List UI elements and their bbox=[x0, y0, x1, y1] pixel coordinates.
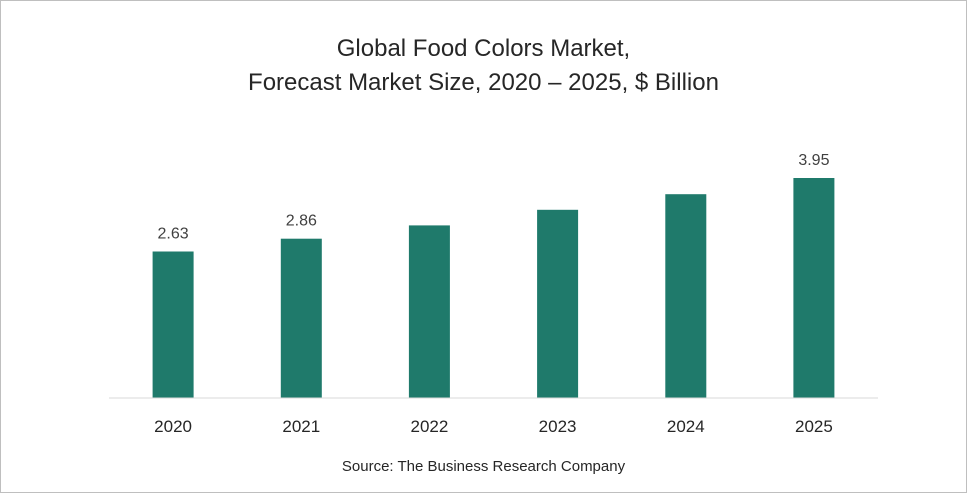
bar-2024 bbox=[665, 194, 707, 398]
bar-2025 bbox=[793, 178, 835, 398]
source-note: Source: The Business Research Company bbox=[341, 458, 626, 475]
chart-title-line-1: Global Food Colors Market, bbox=[336, 35, 631, 62]
data-labels-group: 2.63 2.86 3.95 bbox=[158, 152, 830, 243]
x-tick-label: 2020 bbox=[154, 417, 192, 436]
bar-2023 bbox=[537, 209, 579, 398]
bar-2021 bbox=[280, 238, 322, 398]
bars-group bbox=[152, 178, 835, 398]
bar-2020 bbox=[152, 251, 194, 398]
x-tick-label: 2021 bbox=[282, 417, 320, 436]
x-tick-label: 2022 bbox=[410, 417, 448, 436]
x-tick-label: 2024 bbox=[667, 417, 705, 436]
data-label: 3.95 bbox=[798, 152, 829, 169]
x-tick-label: 2025 bbox=[795, 417, 833, 436]
x-tick-label: 2023 bbox=[539, 417, 577, 436]
data-label: 2.86 bbox=[286, 213, 317, 230]
tick-labels-group: 2020 2021 2022 2023 2024 2025 bbox=[154, 417, 833, 436]
chart-title-line-2: Forecast Market Size, 2020 – 2025, $ Bil… bbox=[248, 69, 719, 96]
chart-title: Global Food Colors Market, Forecast Mark… bbox=[0, 32, 967, 100]
data-label: 2.63 bbox=[158, 226, 189, 243]
bar-2022 bbox=[408, 225, 450, 398]
